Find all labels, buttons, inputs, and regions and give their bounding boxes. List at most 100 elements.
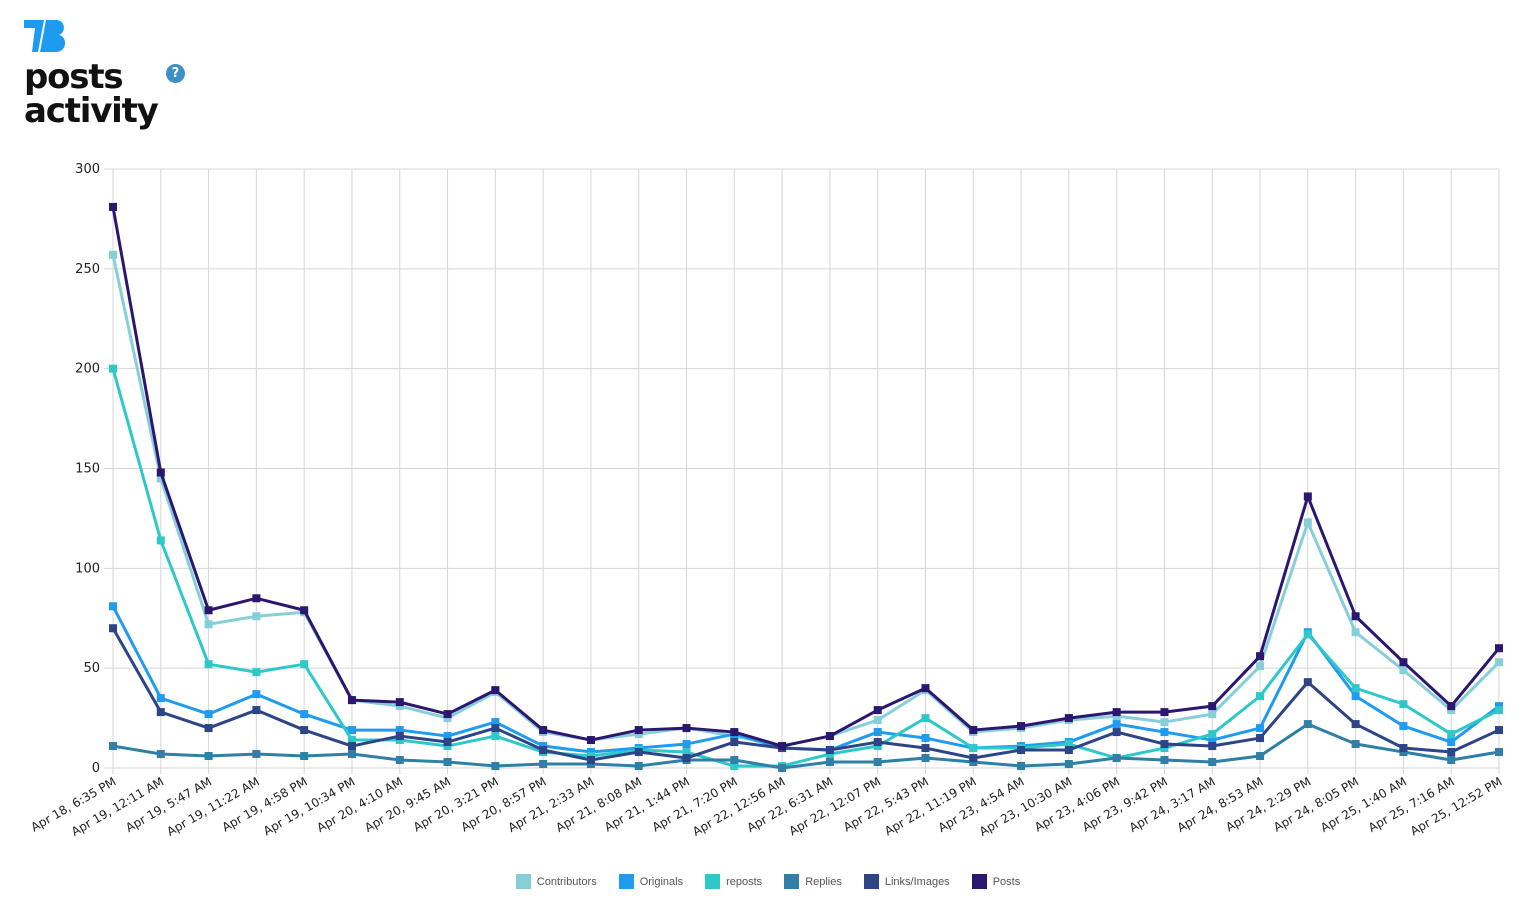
data-point[interactable] bbox=[1208, 702, 1217, 711]
data-point[interactable] bbox=[347, 750, 356, 759]
data-point[interactable] bbox=[491, 724, 500, 733]
data-point[interactable] bbox=[969, 726, 978, 735]
data-point[interactable] bbox=[1399, 722, 1408, 731]
data-point[interactable] bbox=[1208, 710, 1217, 719]
data-point[interactable] bbox=[252, 750, 261, 759]
data-point[interactable] bbox=[204, 606, 213, 615]
data-point[interactable] bbox=[252, 594, 261, 603]
data-point[interactable] bbox=[1256, 692, 1265, 701]
legend-item-contributors[interactable]: Contributors bbox=[515, 874, 597, 889]
data-point[interactable] bbox=[1303, 518, 1312, 527]
data-point[interactable] bbox=[682, 748, 691, 757]
data-point[interactable] bbox=[873, 738, 882, 747]
data-point[interactable] bbox=[156, 468, 165, 477]
data-point[interactable] bbox=[109, 250, 117, 259]
data-point[interactable] bbox=[1064, 714, 1073, 723]
data-point[interactable] bbox=[300, 660, 309, 669]
data-point[interactable] bbox=[1208, 730, 1217, 739]
legend-item-links-images[interactable]: Links/Images bbox=[863, 874, 950, 889]
legend-item-replies[interactable]: Replies bbox=[784, 874, 842, 889]
data-point[interactable] bbox=[1160, 740, 1169, 749]
data-point[interactable] bbox=[1017, 746, 1026, 755]
data-point[interactable] bbox=[443, 710, 452, 719]
data-point[interactable] bbox=[395, 756, 404, 765]
data-point[interactable] bbox=[682, 724, 691, 733]
data-point[interactable] bbox=[539, 760, 548, 769]
data-point[interactable] bbox=[921, 714, 930, 723]
data-point[interactable] bbox=[491, 686, 500, 695]
data-point[interactable] bbox=[1112, 708, 1121, 717]
data-point[interactable] bbox=[1303, 720, 1312, 729]
data-point[interactable] bbox=[1064, 760, 1073, 769]
data-point[interactable] bbox=[1064, 740, 1073, 749]
data-point[interactable] bbox=[1303, 630, 1312, 639]
data-point[interactable] bbox=[1160, 756, 1169, 765]
data-point[interactable] bbox=[1256, 662, 1265, 671]
data-point[interactable] bbox=[1017, 762, 1026, 771]
legend-item-posts[interactable]: Posts bbox=[971, 874, 1020, 889]
data-point[interactable] bbox=[921, 754, 930, 763]
data-point[interactable] bbox=[1160, 718, 1169, 727]
data-point[interactable] bbox=[204, 752, 213, 761]
data-point[interactable] bbox=[682, 740, 691, 749]
data-point[interactable] bbox=[156, 750, 165, 759]
data-point[interactable] bbox=[443, 732, 452, 741]
data-point[interactable] bbox=[634, 762, 643, 771]
data-point[interactable] bbox=[921, 744, 930, 753]
data-point[interactable] bbox=[682, 754, 691, 763]
data-point[interactable] bbox=[300, 752, 309, 761]
help-icon[interactable]: ? bbox=[166, 64, 185, 83]
data-point[interactable] bbox=[873, 706, 882, 715]
data-point[interactable] bbox=[1208, 736, 1217, 745]
data-point[interactable] bbox=[1256, 724, 1265, 733]
data-point[interactable] bbox=[1256, 652, 1265, 661]
data-point[interactable] bbox=[730, 756, 739, 765]
data-point[interactable] bbox=[1160, 708, 1169, 717]
data-point[interactable] bbox=[634, 726, 643, 735]
data-point[interactable] bbox=[778, 742, 787, 751]
data-point[interactable] bbox=[1351, 740, 1360, 749]
data-point[interactable] bbox=[204, 724, 213, 733]
data-point[interactable] bbox=[1256, 734, 1265, 743]
data-point[interactable] bbox=[252, 706, 261, 715]
data-point[interactable] bbox=[873, 728, 882, 737]
data-point[interactable] bbox=[395, 732, 404, 741]
data-point[interactable] bbox=[395, 726, 404, 735]
data-point[interactable] bbox=[825, 758, 834, 767]
data-point[interactable] bbox=[1399, 658, 1408, 667]
data-point[interactable] bbox=[300, 606, 309, 615]
legend-item-reposts[interactable]: reposts bbox=[705, 874, 762, 889]
data-point[interactable] bbox=[347, 696, 356, 705]
data-point[interactable] bbox=[1447, 702, 1456, 711]
data-point[interactable] bbox=[921, 684, 930, 693]
data-point[interactable] bbox=[347, 742, 356, 751]
data-point[interactable] bbox=[443, 758, 452, 767]
data-point[interactable] bbox=[1256, 752, 1265, 761]
data-point[interactable] bbox=[1495, 706, 1503, 715]
data-point[interactable] bbox=[730, 762, 739, 771]
data-point[interactable] bbox=[156, 694, 165, 703]
data-point[interactable] bbox=[443, 738, 452, 747]
data-point[interactable] bbox=[1351, 692, 1360, 701]
data-point[interactable] bbox=[1447, 730, 1456, 739]
data-point[interactable] bbox=[156, 708, 165, 717]
data-point[interactable] bbox=[204, 620, 213, 629]
data-point[interactable] bbox=[1208, 758, 1217, 767]
data-point[interactable] bbox=[778, 764, 787, 772]
data-point[interactable] bbox=[252, 612, 261, 621]
data-point[interactable] bbox=[300, 710, 309, 719]
data-point[interactable] bbox=[825, 746, 834, 755]
data-point[interactable] bbox=[1351, 628, 1360, 637]
data-point[interactable] bbox=[969, 754, 978, 763]
data-point[interactable] bbox=[1495, 658, 1503, 667]
data-point[interactable] bbox=[204, 660, 213, 669]
data-point[interactable] bbox=[586, 756, 595, 765]
data-point[interactable] bbox=[1160, 728, 1169, 737]
data-point[interactable] bbox=[1495, 644, 1503, 653]
data-point[interactable] bbox=[1303, 678, 1312, 687]
data-point[interactable] bbox=[252, 690, 261, 699]
data-point[interactable] bbox=[1495, 726, 1503, 735]
data-point[interactable] bbox=[586, 736, 595, 745]
data-point[interactable] bbox=[539, 726, 548, 735]
data-point[interactable] bbox=[825, 732, 834, 741]
